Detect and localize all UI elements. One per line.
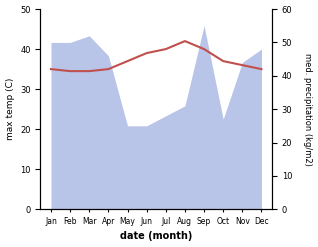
Y-axis label: max temp (C): max temp (C) bbox=[5, 78, 15, 140]
X-axis label: date (month): date (month) bbox=[120, 231, 192, 242]
Y-axis label: med. precipitation (kg/m2): med. precipitation (kg/m2) bbox=[303, 53, 313, 165]
